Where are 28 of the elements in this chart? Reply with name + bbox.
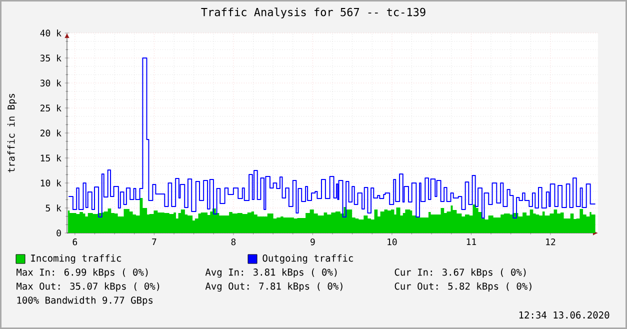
y-tick-label: 40 k xyxy=(40,30,62,36)
x-tick-label: 9 xyxy=(310,238,315,246)
text: Avg Out: 7.81 kBps ( 0%) xyxy=(205,282,342,292)
y-tick-label: 25 k xyxy=(40,104,62,112)
legend-label: Incoming traffic xyxy=(31,254,121,264)
y-tick-label: 0 xyxy=(56,230,61,236)
text: 12:34 13.06.2020 xyxy=(519,311,610,319)
y-tick-label: 35 k xyxy=(40,54,62,62)
x-tick-label: 8 xyxy=(231,238,236,246)
x-tick-label: 6 xyxy=(72,238,78,246)
text: Cur In: 3.67 kBps ( 0%) xyxy=(394,268,526,278)
text: Cur Out: 5.82 kBps ( 0%) xyxy=(394,282,532,292)
chart-title: Traffic Analysis for 567 -- tc-139 xyxy=(201,8,426,18)
y-tick-label: 10 k xyxy=(40,180,62,186)
x-tick-label: 11 xyxy=(466,238,476,246)
x-tick-label: 10 xyxy=(388,238,397,246)
x-tick-label: 7 xyxy=(152,238,156,246)
y-tick-label: 15 k xyxy=(40,154,62,162)
y-tick-label: 20 k xyxy=(40,130,62,136)
text: 100% Bandwidth 9.77 GBps xyxy=(17,296,153,306)
text: Avg In: 3.81 kBps ( 0%) xyxy=(205,268,337,278)
y-axis-title: traffic in Bps xyxy=(7,94,17,172)
text: Max In: 6.99 kBps ( 0%) xyxy=(16,268,148,278)
text: Max Out: 35.07 kBps ( 0%) xyxy=(16,282,160,292)
y-tick-label: 5 k xyxy=(46,204,62,212)
x-tick-label: 12 xyxy=(546,238,556,246)
legend-label: Outgoing traffic xyxy=(262,254,353,264)
y-tick-label: 30 k xyxy=(40,80,62,86)
